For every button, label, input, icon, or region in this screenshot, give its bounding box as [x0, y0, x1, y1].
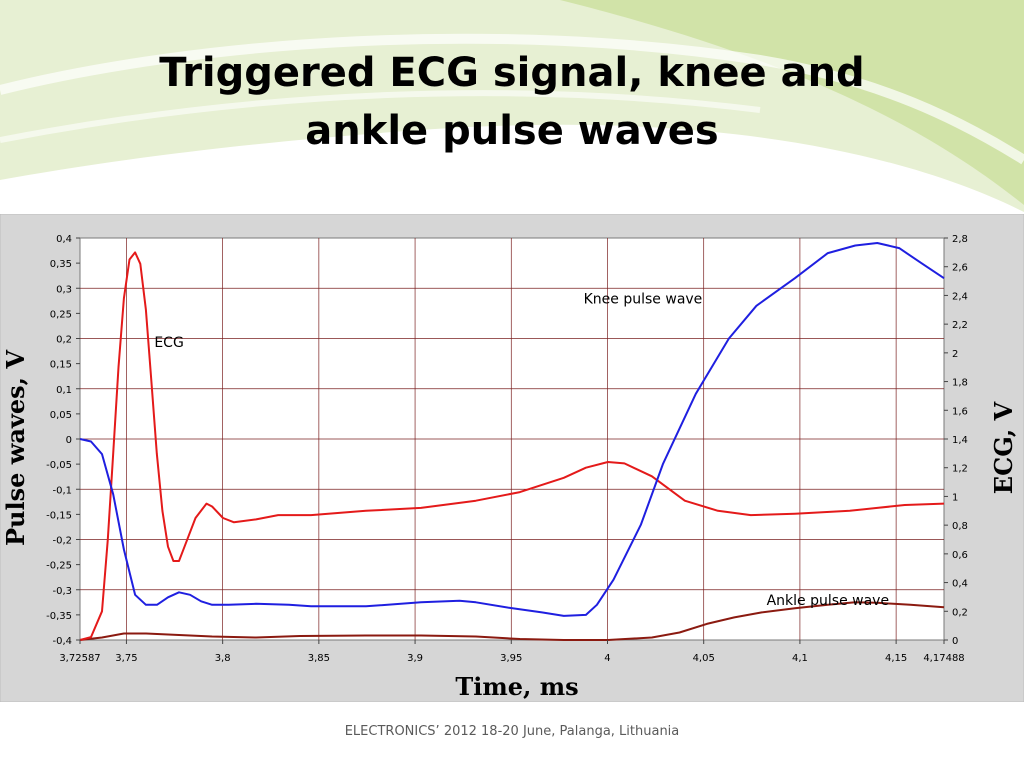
y-left-tick-label: 0,25 — [50, 309, 72, 320]
x-tick-label: 3,75 — [115, 653, 137, 664]
y-left-tick-label: -0,35 — [46, 611, 72, 622]
y-left-tick-label: -0,2 — [52, 536, 72, 547]
knee-label: Knee pulse wave — [584, 291, 703, 307]
y-right-tick-label: 0,6 — [952, 550, 968, 561]
y-right-tick-label: 1,8 — [952, 378, 968, 389]
y-left-tick-label: -0,15 — [46, 510, 72, 521]
ankle-series-line — [79, 601, 945, 641]
y-left-tick-label: 0,1 — [56, 385, 72, 396]
x-tick-label: 4,17488 — [923, 653, 964, 664]
y-right-tick-label: 1,4 — [952, 435, 968, 446]
ankle-label: Ankle pulse wave — [767, 593, 889, 609]
y-left-tick-label: 0,15 — [50, 360, 72, 371]
y-left-tick-label: -0,1 — [52, 485, 72, 496]
y-left-tick-label: 0,05 — [50, 410, 72, 421]
slide-title: Triggered ECG signal, knee and ankle pul… — [60, 44, 964, 160]
y-axis-right-title: ECG, V — [989, 401, 1018, 494]
y-right-tick-label: 2,2 — [952, 320, 968, 331]
y-right-tick-label: 1,6 — [952, 406, 968, 417]
x-axis-title: Time, ms — [455, 672, 578, 701]
y-left-tick-label: 0,3 — [56, 284, 72, 295]
x-tick-label: 3,95 — [500, 653, 522, 664]
chart-panel: 3,72587 3,75 3,8 3,85 3,9 3,95 4 4,05 4,1 4,15 4,1… — [0, 214, 1024, 702]
y-left-tick-label: -0,3 — [52, 586, 72, 597]
axis-ticks: 3,72587 3,75 3,8 3,85 3,9 3,95 4 4,05 4,1 4,15 4,1… — [46, 234, 968, 664]
slide-footer: ELECTRONICS’ 2012 18-20 June, Palanga, L… — [344, 724, 680, 739]
series-annotations: ECG Knee pulse wave Ankle pulse wave — [154, 291, 889, 609]
x-tick-label: 4,05 — [693, 653, 715, 664]
y-right-tick-label: 1 — [952, 492, 958, 503]
ecg-label: ECG — [154, 335, 183, 351]
y-right-tick-label: 2,8 — [952, 234, 968, 245]
y-axis-left-title: Pulse waves, V — [1, 350, 30, 546]
x-tick-label: 4 — [604, 653, 610, 664]
y-right-tick-label: 2,4 — [952, 291, 968, 302]
y-right-tick-label: 2 — [952, 349, 958, 360]
y-left-tick-label: -0,05 — [46, 460, 72, 471]
y-right-tick-label: 1,2 — [952, 464, 968, 475]
grid-lines — [80, 238, 944, 640]
y-right-tick-label: 0 — [952, 636, 958, 647]
y-left-tick-label: -0,4 — [52, 636, 72, 647]
series-lines — [79, 242, 945, 641]
y-left-tick-label: 0,4 — [56, 234, 72, 245]
x-tick-label: 4,1 — [792, 653, 808, 664]
x-tick-label: 4,15 — [885, 653, 907, 664]
y-left-tick-label: 0,35 — [50, 259, 72, 270]
y-left-tick-label: -0,25 — [46, 561, 72, 572]
slide-title-line-2: ankle pulse waves — [305, 108, 719, 154]
y-right-tick-label: 0,8 — [952, 521, 968, 532]
y-left-tick-label: 0 — [66, 435, 72, 446]
knee-series-line — [79, 242, 945, 617]
y-left-tick-label: 0,2 — [56, 335, 72, 346]
x-tick-label: 3,8 — [215, 653, 231, 664]
y-right-tick-label: 0,4 — [952, 579, 968, 590]
y-right-tick-label: 0,2 — [952, 607, 968, 618]
x-tick-label: 3,9 — [407, 653, 423, 664]
slide-title-line-1: Triggered ECG signal, knee and — [159, 50, 865, 96]
y-right-tick-label: 2,6 — [952, 263, 968, 274]
x-tick-label: 3,85 — [308, 653, 330, 664]
x-tick-label: 3,72587 — [59, 653, 100, 664]
